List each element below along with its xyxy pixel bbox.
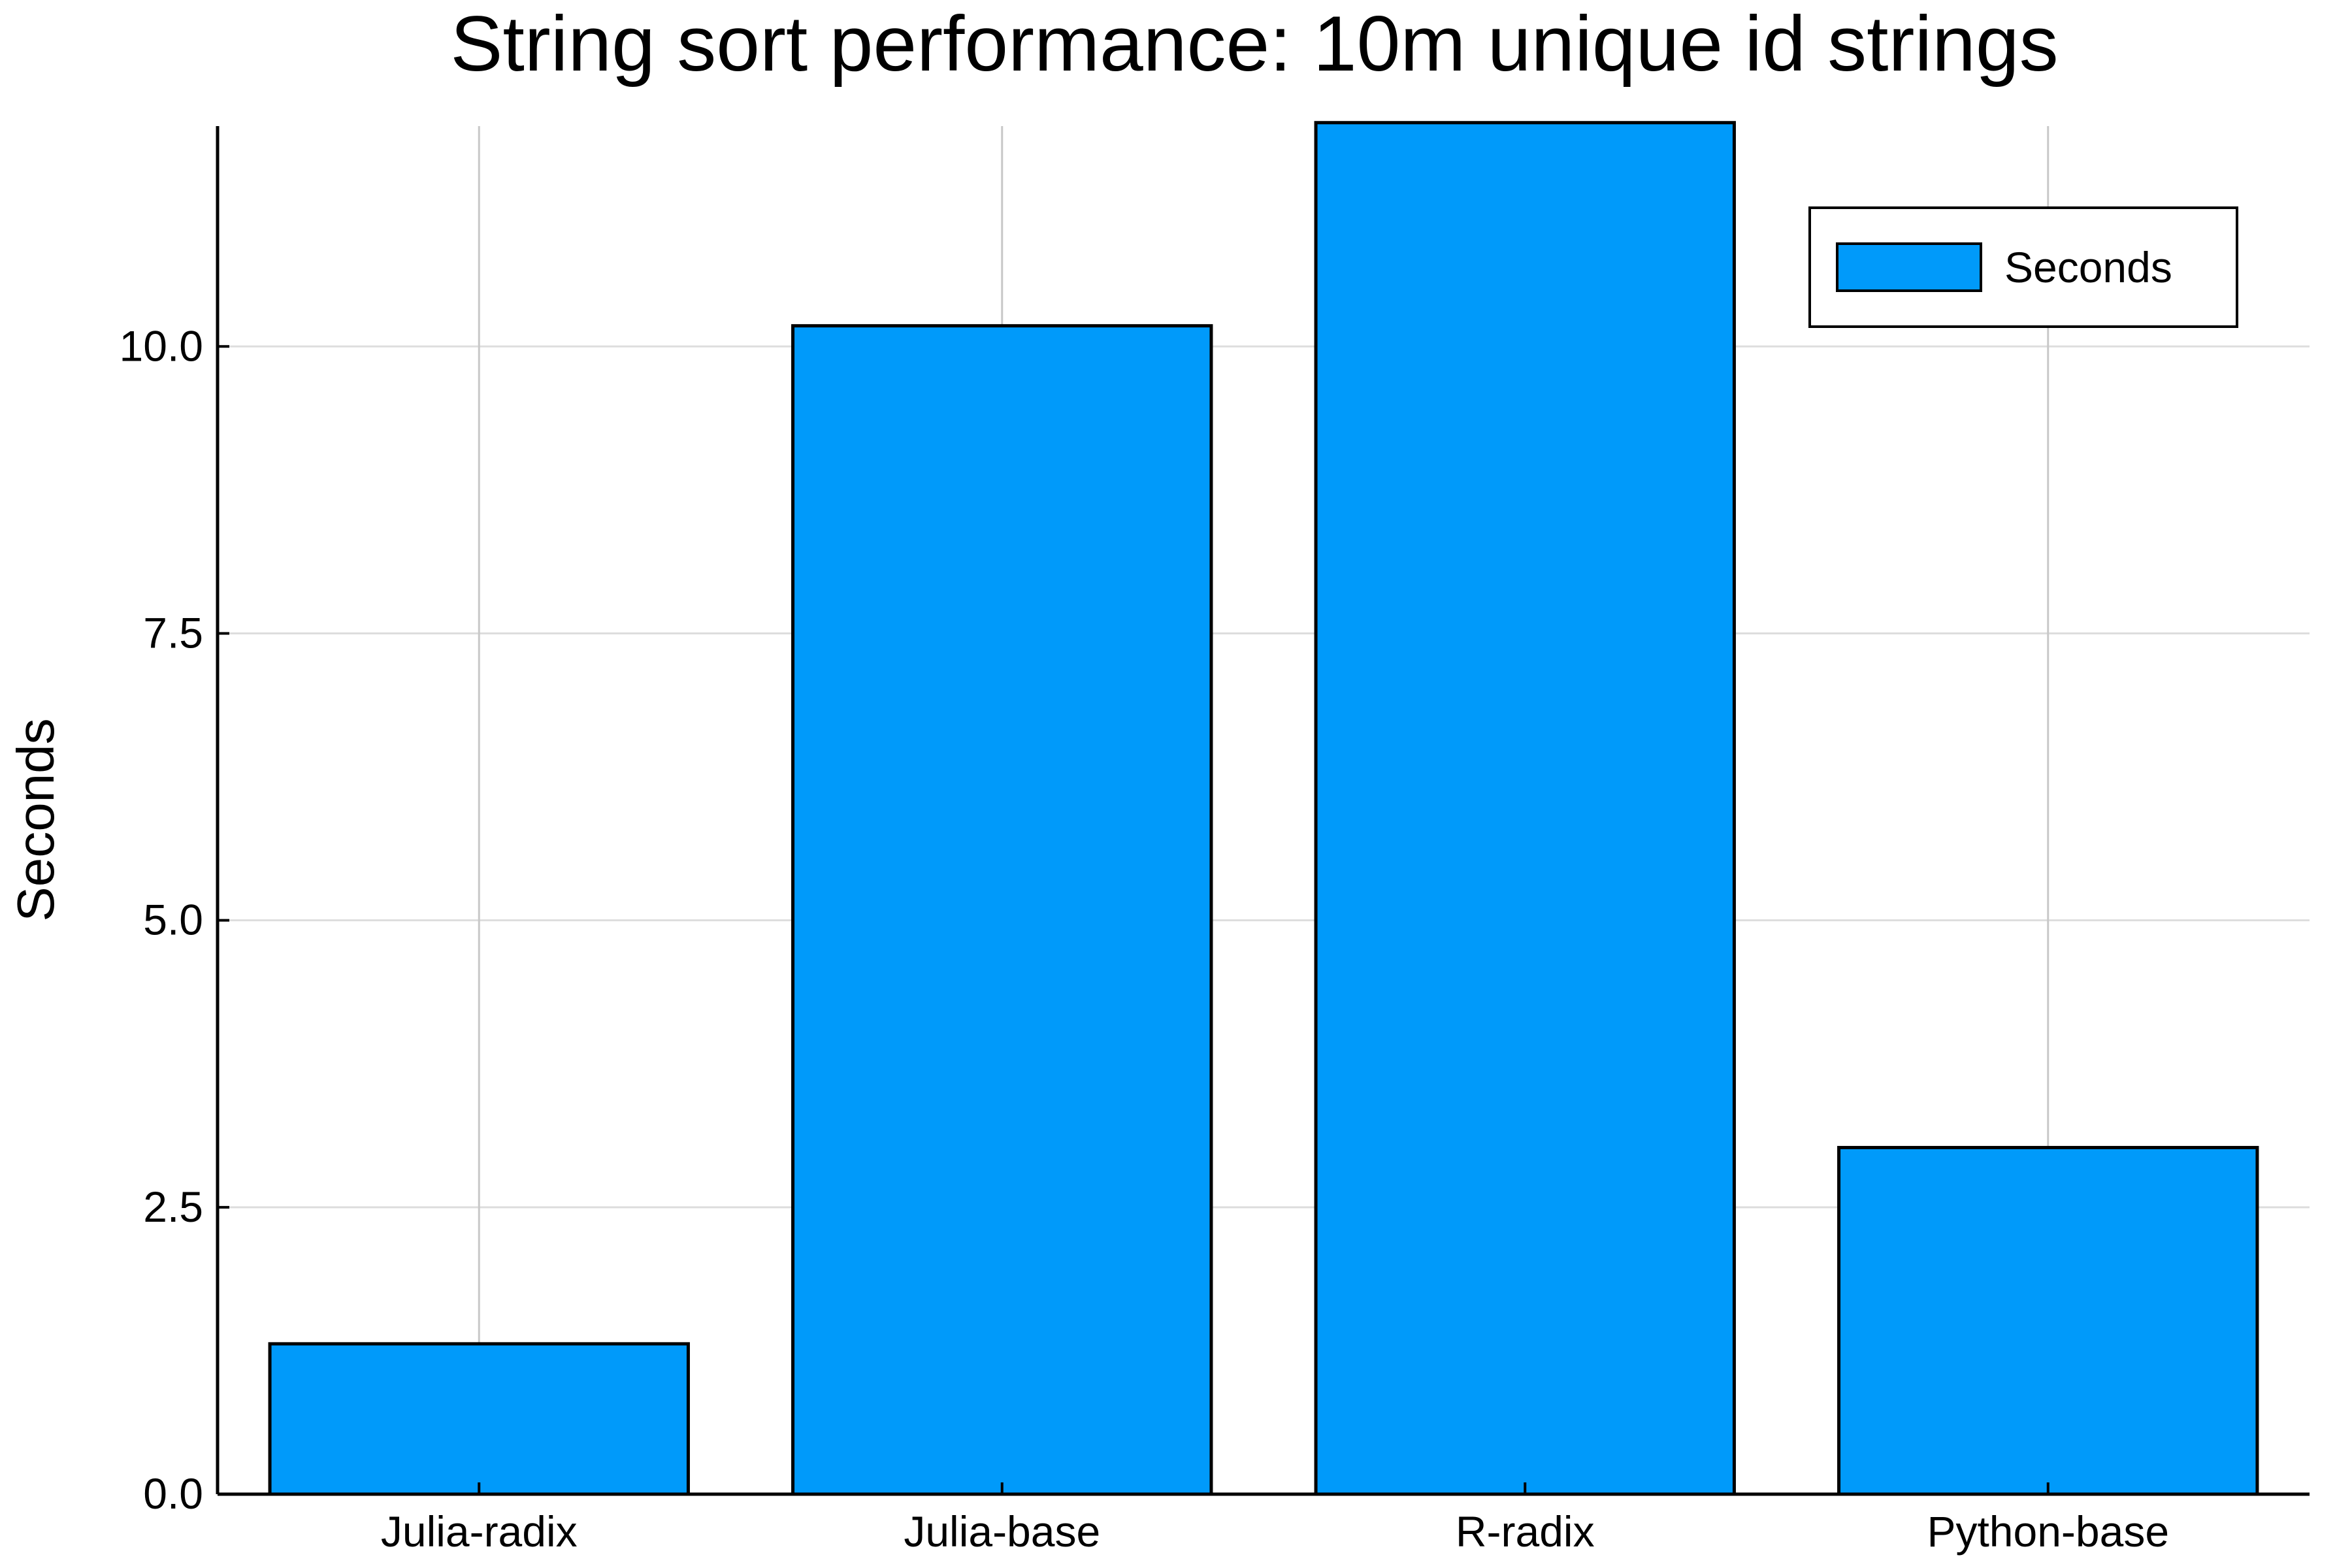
- y-tick-label: 5.0: [143, 896, 203, 944]
- y-tick-label: 2.5: [143, 1183, 203, 1231]
- legend-label: Seconds: [2004, 243, 2172, 291]
- bar-python-base: [1837, 1145, 2259, 1496]
- y-axis-label: Seconds: [7, 718, 65, 921]
- x-tick-label: Julia-radix: [381, 1507, 578, 1556]
- bar-julia-radix: [268, 1342, 690, 1496]
- bars-layer: [268, 121, 2259, 1496]
- axes-layer: [216, 126, 2310, 1496]
- legend: Seconds: [1808, 206, 2238, 328]
- y-tick-label: 0.0: [143, 1469, 203, 1518]
- x-tick-label: R-radix: [1456, 1507, 1595, 1556]
- bar-r-radix: [1314, 121, 1736, 1496]
- bar-julia-base: [791, 324, 1213, 1496]
- legend-swatch: [1836, 242, 1982, 292]
- y-tick-label: 10.0: [120, 321, 203, 370]
- x-tick-label: Python-base: [1927, 1507, 2169, 1556]
- x-tick-label: Julia-base: [904, 1507, 1100, 1556]
- chart-title: String sort performance: 10m unique id s…: [450, 0, 2058, 88]
- y-tick-label: 7.5: [143, 608, 203, 657]
- ticks-layer: 0.0 2.5 5.0 7.5 10.0 Julia-radix Julia-base R-r…: [120, 321, 2170, 1556]
